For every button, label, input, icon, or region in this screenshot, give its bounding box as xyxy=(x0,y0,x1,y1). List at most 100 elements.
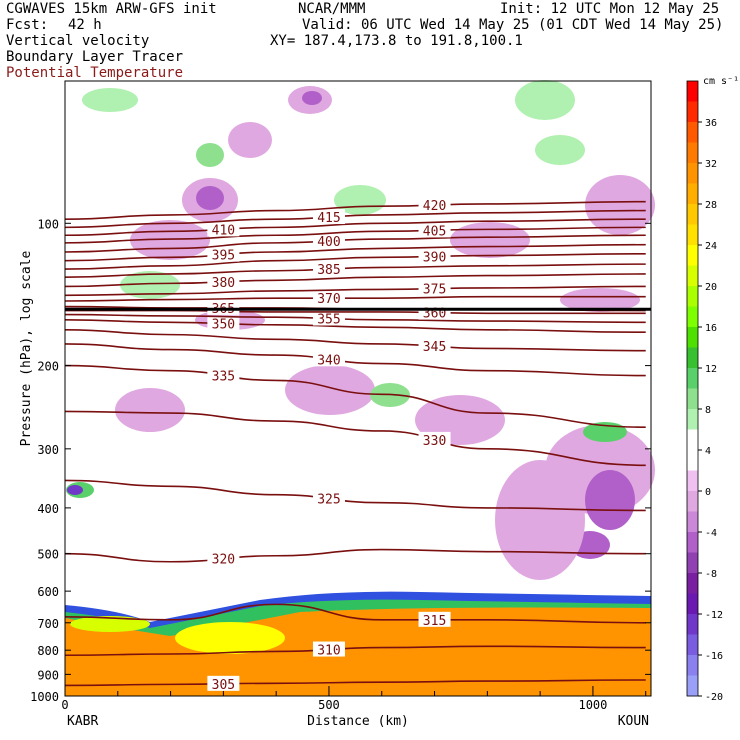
velocity-cell xyxy=(585,470,635,530)
y-axis-label: Pressure (hPa), log scale xyxy=(19,250,34,446)
velocity-cell xyxy=(82,88,138,112)
y-tick-label: 600 xyxy=(37,585,59,599)
colorbar-swatch xyxy=(687,306,698,328)
theta-line-320 xyxy=(64,548,646,563)
colorbar-label: 24 xyxy=(705,241,717,252)
theta-label-bg xyxy=(312,310,345,326)
theta-line-395 xyxy=(64,243,646,262)
colorbar-label: -4 xyxy=(705,528,717,539)
theta-label-385: 385 xyxy=(317,263,340,278)
y-axis: 100 200 300 400 500 600 700 800 900 1000 Pressure … xyxy=(19,217,651,704)
theta-line-330 xyxy=(64,410,646,467)
velocity-cell xyxy=(560,288,640,312)
colorbar-swatch xyxy=(687,429,698,451)
field-potential-temperature: Potential Temperature xyxy=(6,65,184,81)
init-time: Init: 12 UTC Mon 12 May 25 xyxy=(500,1,720,17)
theta-line-345 xyxy=(64,329,646,352)
theta-label-410: 410 xyxy=(212,223,235,238)
theta-label-bg xyxy=(312,261,345,277)
x-tick-label: 500 xyxy=(318,698,340,712)
y-tick-label: 800 xyxy=(37,644,59,658)
colorbar-label: 16 xyxy=(705,323,717,334)
colorbar-swatch xyxy=(687,593,698,615)
y-tick-label: 100 xyxy=(37,217,59,231)
theta-line-405 xyxy=(64,226,646,244)
theta-label-415: 415 xyxy=(317,211,340,226)
x-tick-label: 1000 xyxy=(578,698,607,712)
velocity-cell xyxy=(196,186,224,210)
theta-label-325: 325 xyxy=(317,493,340,508)
valid-time: Valid: 06 UTC Wed 14 May 25 (01 CDT Wed … xyxy=(302,17,724,33)
colorbar-swatch xyxy=(687,368,698,389)
theta-line-420 xyxy=(64,200,646,220)
theta-label-380: 380 xyxy=(212,276,235,291)
velocity-cell xyxy=(585,175,655,235)
colorbar-label: -12 xyxy=(705,610,723,621)
velocity-cell xyxy=(302,91,322,105)
colorbar-swatch xyxy=(687,655,698,676)
theta-line-375 xyxy=(64,285,646,297)
theta-line-305 xyxy=(64,679,646,687)
theta-label-bg xyxy=(312,232,345,248)
theta-line-335 xyxy=(64,364,646,429)
colorbar-swatch xyxy=(687,573,698,594)
colorbar-swatch xyxy=(687,614,698,635)
theta-label-bg xyxy=(418,611,451,627)
colorbar-swatch xyxy=(687,81,698,102)
colorbar-swatch xyxy=(687,122,698,143)
velocity-cell xyxy=(67,485,83,495)
x-axis: 0 500 1000 Distance (km) KABR KOUN xyxy=(61,686,649,729)
colorbar-swatch xyxy=(687,327,698,348)
right-endpoint-label: KOUN xyxy=(618,714,649,729)
colorbar-swatch xyxy=(687,286,698,307)
theta-label-305: 305 xyxy=(212,678,235,693)
y-tick-label: 500 xyxy=(37,548,59,562)
theta-label-355: 355 xyxy=(317,312,340,327)
forecast-label: Fcst: xyxy=(6,17,49,33)
colorbar-swatch xyxy=(687,470,698,492)
plot-frame xyxy=(64,80,652,697)
theta-label-345: 345 xyxy=(423,340,446,355)
theta-label-bg xyxy=(207,273,240,289)
theta-label-bg xyxy=(418,431,451,447)
colorbar-swatch xyxy=(687,634,698,656)
y-tick-label: 200 xyxy=(37,360,59,374)
velocity-cell xyxy=(196,143,224,167)
theta-label-320: 320 xyxy=(212,553,235,568)
theta-label-bg xyxy=(207,221,240,237)
colorbar-label: 32 xyxy=(705,159,717,170)
colorbar-label: 12 xyxy=(705,364,717,375)
theta-label-330: 330 xyxy=(423,434,446,449)
colorbar-unit: cm s⁻¹ xyxy=(703,76,739,87)
theta-label-370: 370 xyxy=(317,292,340,307)
theta-label-350: 350 xyxy=(212,318,235,333)
velocity-cell xyxy=(535,135,585,165)
colorbar-swatch xyxy=(687,224,698,246)
colorbar-swatch xyxy=(687,532,698,553)
theta-label-420: 420 xyxy=(423,199,446,214)
pbl-max xyxy=(175,622,285,654)
colorbar-label: -20 xyxy=(705,692,723,703)
velocity-cell xyxy=(285,365,375,415)
colorbar-swatch xyxy=(687,409,698,430)
theta-label-bg xyxy=(312,290,345,306)
theta-label-bg xyxy=(418,222,451,238)
theta-label-bg xyxy=(312,351,345,367)
theta-label-340: 340 xyxy=(317,353,340,368)
cross-section-endpoints: XY= 187.4,173.8 to 191.8,100.1 xyxy=(270,33,523,49)
y-tick-label: 1000 xyxy=(30,690,59,704)
colorbar-label: 28 xyxy=(705,200,717,211)
colorbar-label: -16 xyxy=(705,651,723,662)
theta-line-315 xyxy=(64,603,646,624)
y-tick-label: 400 xyxy=(37,502,59,516)
colorbar-swatch xyxy=(687,183,698,205)
theta-label-310: 310 xyxy=(317,644,340,659)
theta-label-bg xyxy=(312,490,345,506)
theta-label-bg xyxy=(418,197,451,213)
colorbar: cm s⁻¹ 36 32 28 24 20 16 12 8 4 0 -4 -8 -12 -16 -20 xyxy=(686,76,739,703)
theta-label-400: 400 xyxy=(317,235,340,250)
colorbar-swatch xyxy=(687,491,698,512)
theta-label-bg xyxy=(418,280,451,296)
theta-line-390 xyxy=(64,252,646,270)
